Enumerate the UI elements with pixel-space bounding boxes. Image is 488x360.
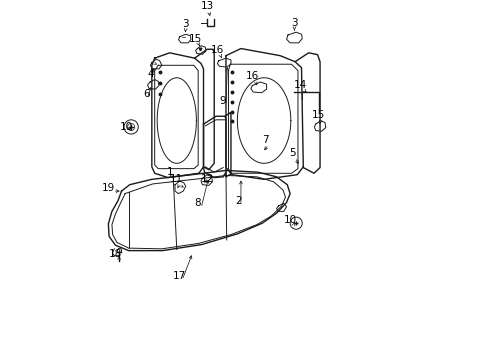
- Text: 3: 3: [182, 19, 189, 28]
- Text: 15: 15: [188, 33, 202, 44]
- Text: 6: 6: [143, 89, 149, 99]
- Text: 1: 1: [167, 167, 173, 177]
- Text: 3: 3: [290, 18, 297, 27]
- Text: 5: 5: [289, 148, 295, 158]
- Text: 17: 17: [173, 271, 186, 280]
- Text: 10: 10: [120, 122, 132, 132]
- Text: 9: 9: [219, 96, 226, 106]
- Text: 2: 2: [234, 196, 241, 206]
- Text: 10: 10: [284, 215, 297, 225]
- Text: 12: 12: [200, 174, 213, 184]
- Text: 7: 7: [262, 135, 269, 145]
- Text: 16: 16: [211, 45, 224, 55]
- Text: 18: 18: [109, 249, 122, 259]
- Text: 8: 8: [194, 198, 201, 208]
- Text: 11: 11: [170, 174, 183, 184]
- Text: 14: 14: [294, 80, 307, 90]
- Text: 16: 16: [245, 71, 259, 81]
- Text: 19: 19: [102, 183, 115, 193]
- Text: 13: 13: [200, 1, 213, 12]
- Text: 15: 15: [311, 110, 325, 120]
- Text: 4: 4: [147, 69, 154, 79]
